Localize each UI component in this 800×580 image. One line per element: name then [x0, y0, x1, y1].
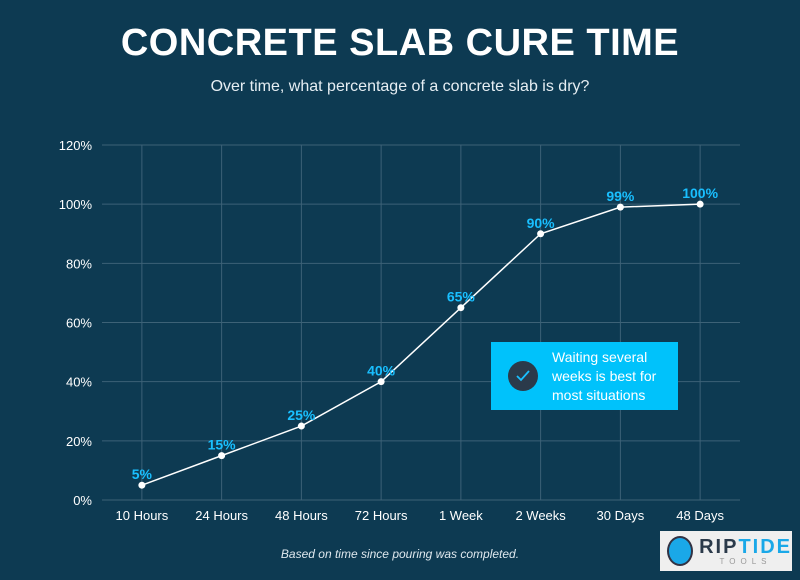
- data-point: [457, 304, 465, 312]
- callout-text: Waiting several weeks is best for most s…: [552, 348, 656, 405]
- series-line: [141, 203, 701, 486]
- y-tick-label: 120%: [59, 138, 93, 153]
- y-tick-label: 80%: [66, 256, 92, 271]
- x-tick-label: 30 Days: [597, 508, 645, 523]
- x-tick-label: 2 Weeks: [515, 508, 566, 523]
- data-label: 65%: [447, 289, 476, 305]
- y-tick-label: 40%: [66, 375, 92, 390]
- y-tick-label: 100%: [59, 197, 93, 212]
- callout-line: Waiting several: [552, 348, 648, 365]
- logo-text: TIDE: [738, 535, 792, 558]
- chart-title: CONCRETE SLAB CURE TIME: [120, 22, 680, 64]
- y-tick-label: 20%: [66, 434, 92, 449]
- x-tick-label: 24 Hours: [195, 508, 248, 523]
- wave-logo-icon: [667, 536, 694, 566]
- footnote: Based on time since pouring was complete…: [280, 547, 520, 561]
- data-label: 5%: [132, 466, 153, 482]
- checkmark-icon: [508, 361, 538, 391]
- data-point: [616, 203, 624, 211]
- x-tick-label: 72 Hours: [355, 508, 408, 523]
- callout-line: most situations: [552, 386, 646, 403]
- data-point: [138, 481, 146, 489]
- x-tick-label: 10 Hours: [116, 508, 169, 523]
- y-tick-label: 0%: [73, 493, 92, 508]
- logo-text: RIP: [699, 535, 739, 558]
- x-tick-label: 1 Week: [439, 508, 483, 523]
- data-point: [377, 378, 385, 386]
- data-label: 40%: [367, 363, 396, 379]
- logo-subtext: TOOLS: [719, 556, 772, 566]
- riptide-logo: RIPTIDE TOOLS: [660, 531, 792, 571]
- data-label: 100%: [682, 185, 718, 201]
- data-label: 25%: [287, 407, 316, 423]
- data-label: 15%: [208, 437, 237, 453]
- callout-line: weeks is best for: [552, 367, 657, 384]
- data-point: [297, 422, 305, 430]
- data-point: [696, 200, 704, 208]
- callout-box: Waiting several weeks is best for most s…: [491, 342, 678, 410]
- data-point: [537, 230, 545, 238]
- x-tick-label: 48 Hours: [275, 508, 328, 523]
- y-tick-label: 60%: [66, 316, 92, 331]
- x-tick-label: 48 Days: [676, 508, 724, 523]
- chart-subtitle: Over time, what percentage of a concrete…: [210, 78, 590, 95]
- data-label: 90%: [527, 215, 556, 231]
- data-label: 99%: [606, 188, 635, 204]
- data-point: [218, 452, 226, 460]
